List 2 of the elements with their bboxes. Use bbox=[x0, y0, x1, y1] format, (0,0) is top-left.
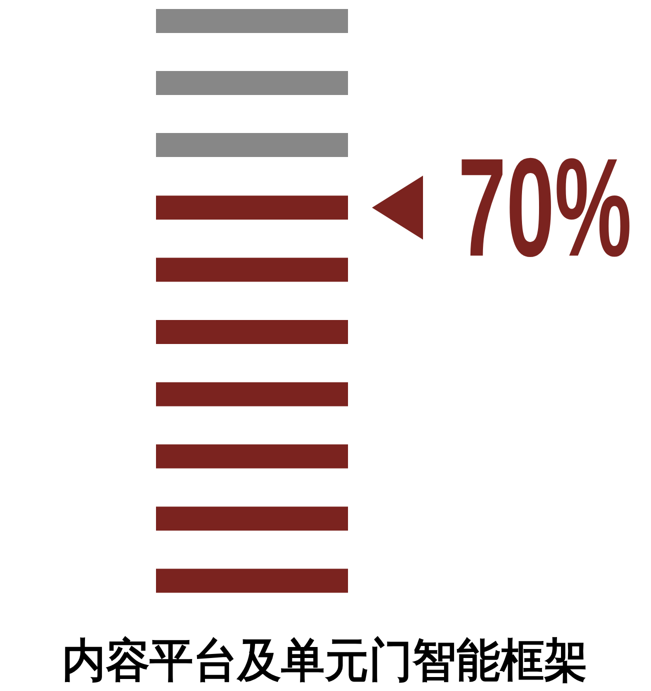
data-label: 70% bbox=[458, 129, 632, 286]
text: 内容平台及单元门智能框架 bbox=[62, 632, 588, 688]
